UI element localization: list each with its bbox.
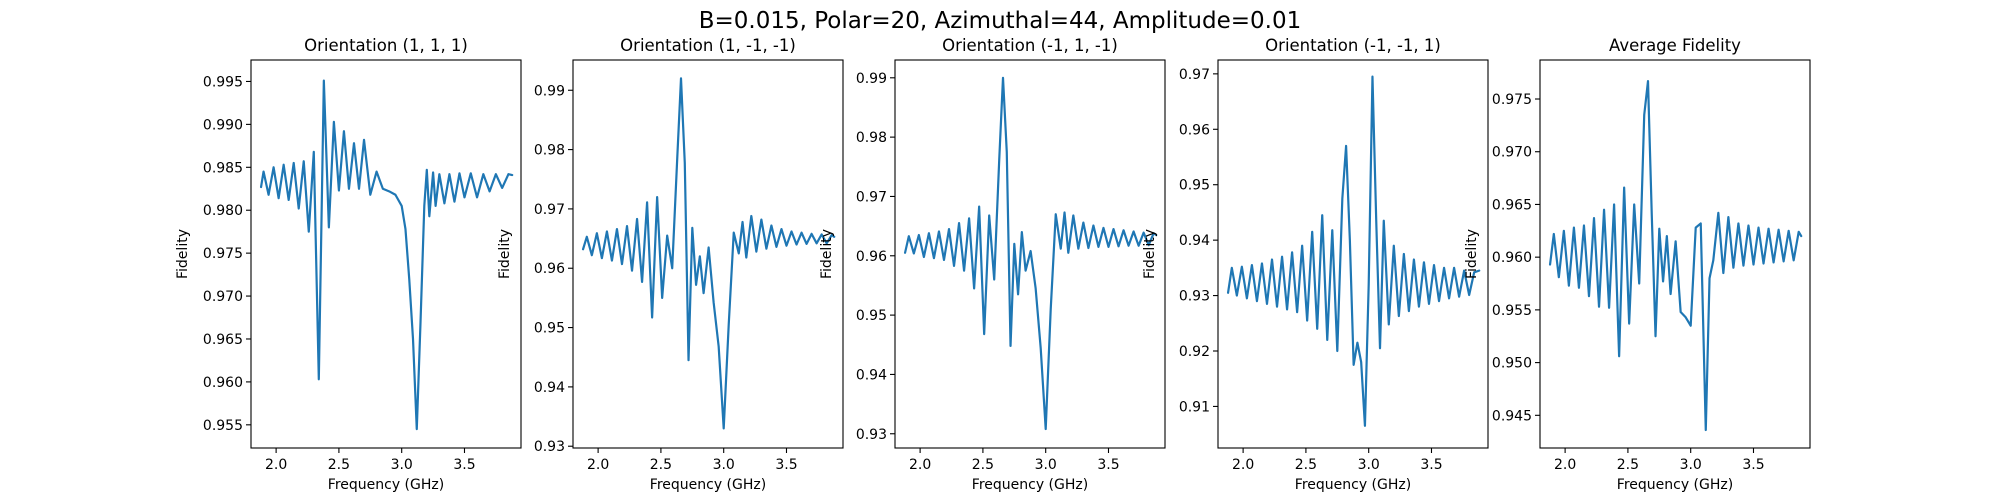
y-tick-label: 0.995: [203, 74, 243, 90]
y-tick-label: 0.97: [856, 189, 887, 205]
x-tick-label: 3.0: [1358, 457, 1380, 473]
plot-frame: [1217, 59, 1489, 449]
x-tick-label: 2.0: [265, 457, 287, 473]
y-tick-label: 0.950: [1492, 356, 1532, 372]
x-tick-label: 3.5: [775, 457, 797, 473]
y-axis-label: Fidelity: [175, 229, 191, 279]
fidelity-series-line: [903, 76, 1158, 431]
x-tick-label: 2.5: [1617, 457, 1639, 473]
x-axis-label: Frequency (GHz): [328, 477, 444, 493]
subplot-1: Orientation (1, 1, 1) 2.0 2.5 3.0 3.5 0.955 0.…: [175, 36, 522, 493]
plot-frame: [894, 59, 1166, 449]
subplot-2: Orientation (1, -1, -1) 2.0 2.5 3.0 3.5 0.93 0…: [497, 36, 844, 493]
x-tick-label: 3.5: [1742, 457, 1764, 473]
plot-frame: [572, 59, 844, 449]
subplot-3: Orientation (-1, 1, -1) 2.0 2.5 3.0 3.5 0.93 0…: [819, 36, 1166, 493]
y-tick-label: 0.99: [534, 83, 565, 99]
y-tick-label: 0.960: [203, 375, 243, 391]
subplot-grid: Orientation (1, 1, 1) 2.0 2.5 3.0 3.5 0.955 0.…: [175, 36, 1811, 493]
y-tick-label: 0.955: [1492, 303, 1532, 319]
fidelity-series-line: [581, 77, 836, 430]
x-tick-label: 3.0: [713, 457, 735, 473]
plot-frame: [1539, 59, 1811, 449]
y-tick-label: 0.985: [203, 160, 243, 176]
y-tick-label: 0.94: [534, 380, 565, 396]
x-tick-label: 2.0: [587, 457, 609, 473]
y-tick-label: 0.93: [1179, 289, 1210, 305]
y-tick-label: 0.95: [856, 308, 887, 324]
y-axis-label: Fidelity: [497, 229, 513, 279]
y-tick-label: 0.960: [1492, 250, 1532, 266]
y-tick-label: 0.970: [1492, 145, 1532, 161]
x-tick-label: 2.0: [909, 457, 931, 473]
x-tick-label: 3.5: [1420, 457, 1442, 473]
x-tick-label: 3.0: [1035, 457, 1057, 473]
x-axis-label: Frequency (GHz): [1617, 477, 1733, 493]
y-tick-label: 0.96: [856, 249, 887, 265]
fidelity-series-line: [1548, 79, 1803, 432]
y-tick-label: 0.975: [203, 246, 243, 262]
y-tick-label: 0.98: [856, 130, 887, 146]
x-tick-label: 2.5: [1295, 457, 1317, 473]
subplot-title: Orientation (-1, -1, 1): [1265, 36, 1441, 55]
x-axis-label: Frequency (GHz): [1295, 477, 1411, 493]
subplot-title: Orientation (1, -1, -1): [620, 36, 796, 55]
y-tick-label: 0.970: [203, 289, 243, 305]
x-axis-label: Frequency (GHz): [972, 477, 1088, 493]
fidelity-series-line: [1226, 75, 1481, 427]
y-tick-label: 0.96: [534, 261, 565, 277]
y-tick-label: 0.91: [1179, 399, 1210, 415]
x-tick-label: 3.0: [391, 457, 413, 473]
y-axis-label: Fidelity: [1142, 229, 1158, 279]
subplot-title: Orientation (-1, 1, -1): [942, 36, 1118, 55]
y-axis-label: Fidelity: [1464, 229, 1480, 279]
y-tick-label: 0.965: [203, 332, 243, 348]
x-axis-label: Frequency (GHz): [650, 477, 766, 493]
y-tick-label: 0.975: [1492, 92, 1532, 108]
subplot-5: Average Fidelity 2.0 2.5 3.0 3.5 0.945 0.950 0.…: [1464, 36, 1811, 493]
y-tick-label: 0.990: [203, 117, 243, 133]
x-tick-label: 3.5: [453, 457, 475, 473]
y-tick-label: 0.945: [1492, 408, 1532, 424]
y-tick-label: 0.99: [856, 71, 887, 87]
y-tick-label: 0.95: [534, 321, 565, 337]
y-tick-label: 0.93: [856, 427, 887, 443]
y-tick-label: 0.98: [534, 143, 565, 159]
subplot-title: Orientation (1, 1, 1): [304, 36, 468, 55]
y-tick-label: 0.97: [1179, 67, 1210, 83]
y-tick-label: 0.92: [1179, 344, 1210, 360]
y-axis-label: Fidelity: [819, 229, 835, 279]
figure-suptitle: B=0.015, Polar=20, Azimuthal=44, Amplitu…: [699, 8, 1302, 34]
x-tick-label: 2.5: [972, 457, 994, 473]
y-tick-label: 0.96: [1179, 122, 1210, 138]
subplot-title: Average Fidelity: [1609, 36, 1741, 55]
y-tick-label: 0.980: [203, 203, 243, 219]
x-tick-label: 3.0: [1680, 457, 1702, 473]
subplot-4: Orientation (-1, -1, 1) 2.0 2.5 3.0 3.5 0.91 0…: [1142, 36, 1489, 493]
x-tick-label: 2.5: [650, 457, 672, 473]
y-tick-label: 0.93: [534, 439, 565, 455]
y-tick-label: 0.955: [203, 418, 243, 434]
x-tick-label: 2.0: [1554, 457, 1576, 473]
fidelity-series-line: [259, 79, 514, 431]
x-tick-label: 3.5: [1097, 457, 1119, 473]
plot-frame: [250, 59, 522, 449]
y-tick-label: 0.97: [534, 202, 565, 218]
x-tick-label: 2.0: [1232, 457, 1254, 473]
y-tick-label: 0.94: [1179, 233, 1210, 249]
y-tick-label: 0.965: [1492, 197, 1532, 213]
y-tick-label: 0.95: [1179, 178, 1210, 194]
y-tick-label: 0.94: [856, 367, 887, 383]
x-tick-label: 2.5: [328, 457, 350, 473]
